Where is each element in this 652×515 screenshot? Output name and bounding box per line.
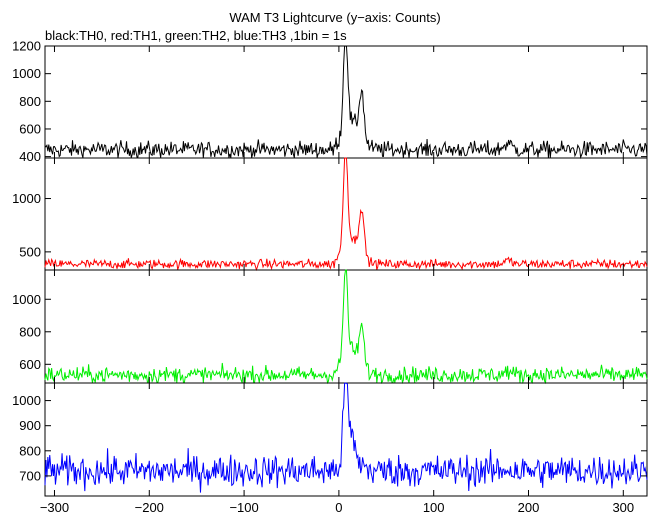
- chart-title: WAM T3 Lightcurve (y−axis: Counts): [229, 10, 440, 25]
- x-tick-label: 300: [612, 500, 634, 515]
- x-tick-label: 0: [335, 500, 342, 515]
- series-line-th0: [44, 45, 648, 160]
- x-tick-label: 200: [518, 500, 540, 515]
- x-tick-label: 100: [423, 500, 445, 515]
- series-line-th2: [44, 269, 648, 385]
- panels-group: 4006008001000120050010006008001000700800…: [12, 39, 648, 515]
- y-tick-label: 600: [19, 121, 41, 136]
- y-tick-label: 700: [19, 468, 41, 483]
- y-tick-label: 1200: [12, 39, 41, 54]
- panel-frame-th2: [44, 269, 648, 384]
- panel-frame-th3: [44, 382, 648, 497]
- x-tick-label: −300: [40, 500, 69, 515]
- y-tick-label: 1000: [12, 66, 41, 81]
- y-tick-label: 800: [19, 94, 41, 109]
- y-tick-label: 800: [19, 443, 41, 458]
- y-tick-label: 900: [19, 418, 41, 433]
- series-line-th1: [44, 157, 648, 272]
- panel-frame-th1: [44, 157, 648, 271]
- series-line-th3: [44, 382, 648, 493]
- y-tick-label: 800: [19, 324, 41, 339]
- y-tick-label: 1000: [12, 191, 41, 206]
- y-tick-label: 400: [19, 149, 41, 164]
- y-tick-label: 1000: [12, 393, 41, 408]
- x-tick-label: −100: [229, 500, 258, 515]
- panel-frame-th0: [44, 45, 648, 159]
- x-tick-label: −200: [135, 500, 164, 515]
- chart-subtitle: black:TH0, red:TH1, green:TH2, blue:TH3 …: [45, 28, 347, 43]
- y-tick-label: 1000: [12, 292, 41, 307]
- y-tick-label: 500: [19, 244, 41, 259]
- y-tick-label: 600: [19, 357, 41, 372]
